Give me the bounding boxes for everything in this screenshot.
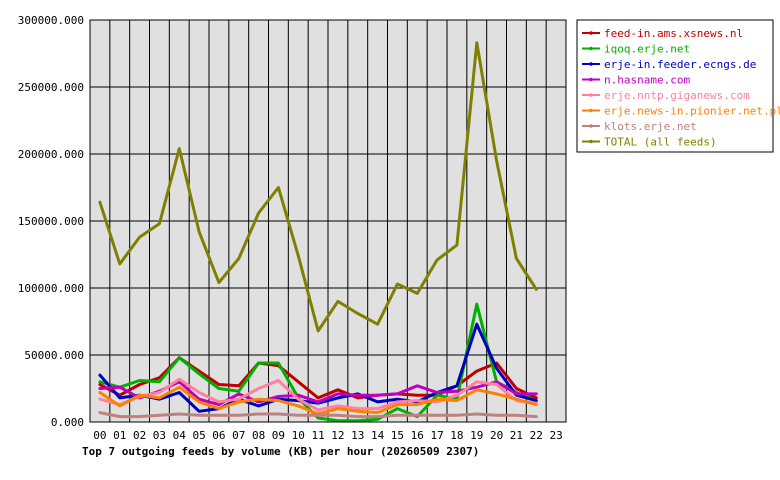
legend-marker — [589, 31, 593, 35]
series-lines — [98, 41, 538, 423]
x-tick-label: 21 — [510, 429, 523, 442]
legend-box — [576, 19, 774, 153]
plot-border — [89, 19, 567, 423]
x-tick-label: 15 — [391, 429, 404, 442]
chart-title: Top 7 outgoing feeds by volume (KB) per … — [82, 445, 479, 458]
legend-marker — [589, 46, 593, 51]
y-tick-label: 0.000 — [51, 416, 84, 429]
x-tick-label: 20 — [490, 429, 503, 442]
y-tick-label: 200000.000 — [18, 148, 84, 161]
x-tick-label: 14 — [371, 429, 385, 442]
x-tick-label: 13 — [351, 429, 364, 442]
x-tick-label: 23 — [549, 429, 562, 442]
x-tick-label: 06 — [212, 429, 225, 442]
legend-marker — [589, 139, 593, 144]
legend-entry: erje.news-in.pionier.net.pl — [604, 105, 780, 118]
series-line-7 — [98, 41, 538, 333]
x-tick-label: 09 — [272, 429, 285, 442]
legend-entry: n.hasname.com — [604, 74, 690, 87]
x-tick-label: 22 — [530, 429, 543, 442]
y-tick-label: 150000.000 — [18, 215, 84, 228]
legend-entry: feed-in.ams.xsnews.nl — [604, 27, 743, 40]
x-tick-label: 18 — [450, 429, 463, 442]
legend-marker — [589, 62, 593, 66]
x-tick-label: 05 — [192, 429, 205, 442]
x-tick-label: 07 — [232, 429, 245, 442]
x-tick-label: 00 — [93, 429, 106, 442]
legend-entry: TOTAL (all feeds) — [604, 136, 717, 149]
legend-marker — [589, 77, 593, 82]
series-line-4 — [98, 377, 538, 412]
y-tick-label: 250000.000 — [18, 81, 84, 94]
x-tick-label: 11 — [311, 429, 324, 442]
legend-marker — [589, 93, 593, 97]
y-tick-label: 300000.000 — [18, 14, 84, 27]
y-tick-label: 50000.000 — [24, 349, 84, 362]
x-tick-label: 17 — [430, 429, 443, 442]
x-tick-label: 04 — [173, 429, 187, 442]
x-tick-label: 03 — [153, 429, 166, 442]
series-line-6 — [98, 411, 538, 419]
x-tick-label: 10 — [292, 429, 305, 442]
legend: feed-in.ams.xsnews.nl iqoq.erje.net erje-i… — [576, 19, 780, 153]
y-axis-ticks: 0.000 50000.000 100000.000 150000.000 200000… — [18, 14, 84, 429]
x-tick-label: 12 — [331, 429, 344, 442]
x-tick-label: 01 — [113, 429, 126, 442]
legend-entry: erje-in.feeder.ecngs.de — [604, 58, 756, 71]
legend-entry: erje.nntp.giganews.com — [604, 89, 750, 102]
x-tick-label: 08 — [252, 429, 265, 442]
legend-entry: klots.erje.net — [604, 120, 697, 133]
x-axis-ticks: 00 01 02 03 04 05 06 07 08 09 10 11 12 13 14 15 16 17 18 19… — [93, 429, 562, 442]
y-tick-label: 100000.000 — [18, 282, 84, 295]
x-tick-label: 02 — [133, 429, 146, 442]
x-tick-label: 19 — [470, 429, 483, 442]
legend-entry: iqoq.erje.net — [604, 43, 690, 56]
x-tick-label: 16 — [411, 429, 424, 442]
legend-marker — [589, 108, 593, 113]
legend-marker — [589, 124, 593, 128]
